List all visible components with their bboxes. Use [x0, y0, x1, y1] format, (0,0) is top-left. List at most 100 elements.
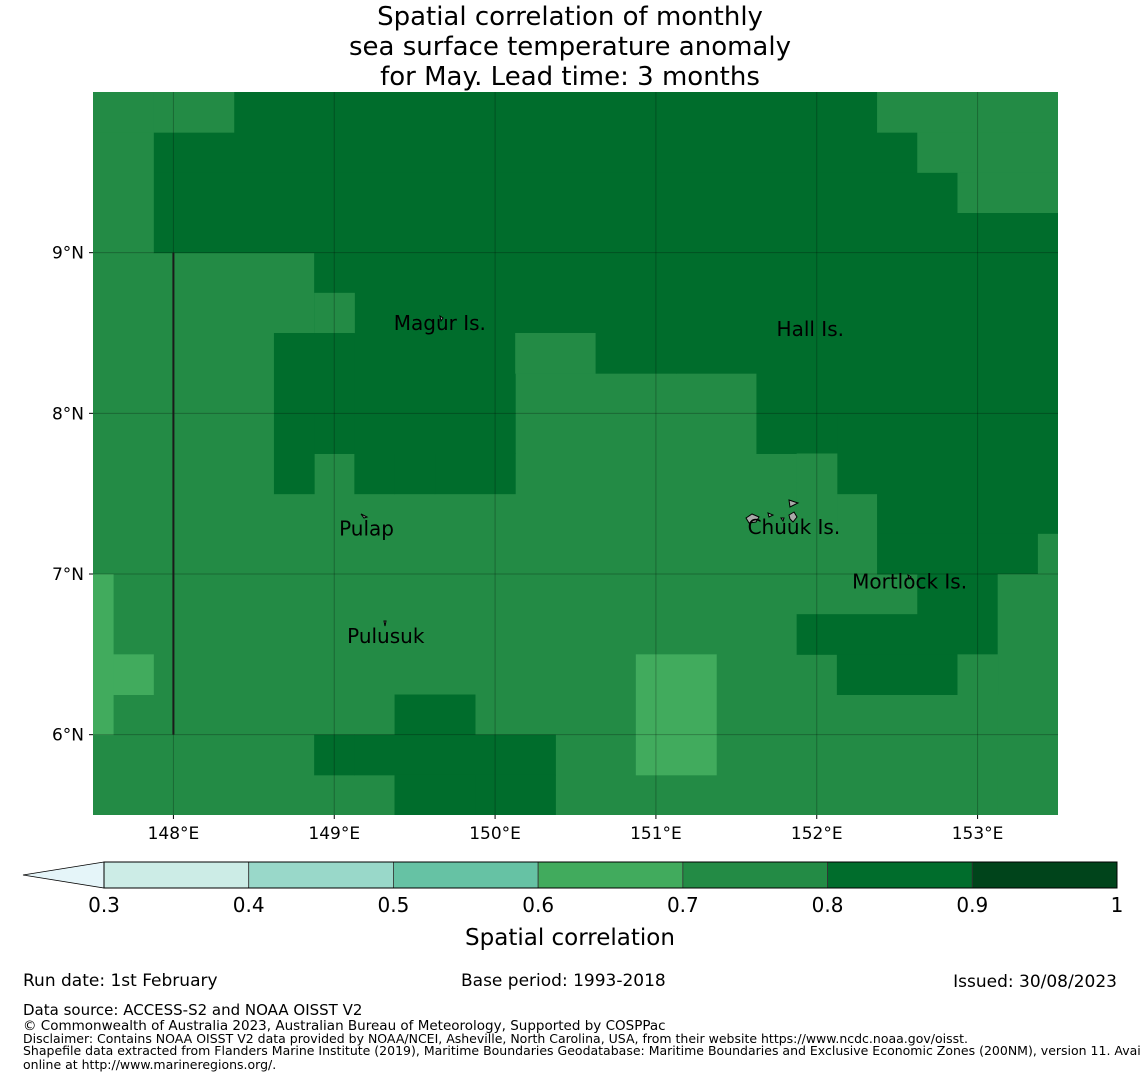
grid-cell-dark	[756, 413, 838, 454]
grid-cell	[997, 694, 1058, 815]
place-label: Hall Is.	[777, 317, 844, 341]
colorbar-label: Spatial correlation	[465, 925, 675, 951]
lat-tick-label: 6°N	[52, 726, 84, 746]
colorbar-tick-label: 0.9	[956, 893, 988, 917]
grid-cell	[153, 92, 235, 133]
colorbar-segment	[682, 861, 828, 889]
lon-tick-label: 151°E	[630, 824, 682, 844]
colorbar-segment	[103, 861, 250, 889]
grid-cell	[93, 132, 154, 254]
grid-cell-dark	[314, 413, 355, 454]
place-label: Chuuk Is.	[748, 515, 841, 539]
island-outlines	[360, 314, 912, 627]
correlation-grid	[93, 92, 1058, 815]
grid-cell-light	[113, 654, 154, 695]
issued-date: Issued: 30/08/2023	[953, 972, 1117, 992]
lat-tick-label: 8°N	[52, 404, 84, 424]
island-outline	[780, 517, 785, 523]
chart-title: Spatial correlation of monthly sea surfa…	[0, 2, 1140, 92]
grid-cell-dark	[354, 453, 396, 495]
shapefile-credit-2: online at http://www.marineregions.org/.	[23, 1057, 277, 1072]
place-label: Pulusuk	[347, 624, 425, 648]
grid-cell-dark	[796, 614, 999, 655]
grid-cell-dark	[153, 132, 958, 173]
colorbar-segment	[827, 861, 973, 889]
grid-cell-light	[635, 654, 717, 776]
colorbar-segment	[393, 861, 539, 889]
title-line-3: for May. Lead time: 3 months	[380, 62, 760, 92]
island-outline	[788, 511, 798, 523]
colorbar-tick-label: 0.8	[812, 893, 844, 917]
island-outline	[767, 512, 775, 518]
grid-cell-dark	[314, 252, 1058, 334]
run-date: Run date: 1st February	[23, 971, 218, 991]
grid-cell-dark	[354, 413, 516, 454]
grid-cell-dark	[836, 413, 1058, 495]
grid-cell-dark	[836, 654, 958, 695]
colorbar-tick-label: 0.6	[522, 893, 554, 917]
grid-cell-dark	[314, 734, 355, 776]
lon-tick-label: 148°E	[148, 824, 200, 844]
grid-cell	[957, 654, 999, 695]
island-outline	[360, 513, 369, 519]
copyright: © Commonwealth of Australia 2023, Austra…	[23, 1018, 666, 1034]
grid-cell-dark	[273, 333, 355, 414]
grid-cell-dark	[877, 533, 1039, 575]
colorbar-tick-label: 0.3	[88, 893, 120, 917]
grid-cell-dark	[354, 333, 516, 414]
title-line-1: Spatial correlation of monthly	[377, 2, 763, 32]
grid-cell-light	[93, 574, 114, 736]
grid-cell-dark	[394, 774, 476, 815]
grid-cell	[314, 292, 355, 334]
axis-ticks: 9°N 8°N 7°N 6°N 148°E 149°E 150°E 151°E 152°E 153…	[52, 244, 1003, 844]
grid-cell-dark	[394, 453, 436, 495]
grid-cell-dark	[153, 212, 1058, 254]
colorbar-tick-label: 0.5	[378, 893, 410, 917]
lon-tick-label: 150°E	[469, 824, 521, 844]
grid-cell	[877, 92, 1058, 133]
colorbar-tick-label: 1	[1111, 893, 1124, 917]
place-labels: Magur Is. Hall Is. Pulap Chuuk Is. Mortlock …	[339, 311, 967, 648]
lat-tick-label: 9°N	[52, 244, 84, 264]
grid-cell-dark	[153, 172, 999, 213]
grid-cell	[997, 574, 1058, 695]
colorbar-segment	[971, 861, 1118, 889]
shapefile-credit-1: Shapefile data extracted from Flanders M…	[23, 1043, 1140, 1058]
disclaimer: Disclaimer: Contains NOAA OISST V2 data …	[23, 1031, 968, 1046]
lon-tick-label: 152°E	[791, 824, 843, 844]
data-source: Data source: ACCESS-S2 and NOAA OISST V2	[23, 1001, 363, 1019]
grid-cell-dark	[273, 413, 315, 495]
lon-tick-label: 149°E	[308, 824, 360, 844]
grid-cell-dark	[595, 333, 677, 374]
base-period: Base period: 1993-2018	[461, 971, 666, 991]
colorbar: 0.3 0.4 0.5 0.6 0.7 0.8 0.9 1 Spatial correlatio…	[22, 861, 1124, 951]
grid-cell-dark	[877, 493, 1058, 535]
grid-cell-dark	[193, 92, 878, 133]
colorbar-tick-label: 0.4	[233, 893, 265, 917]
colorbar-segment	[248, 861, 394, 889]
grid-cell-dark	[394, 734, 556, 776]
colorbar-tick-label: 0.7	[667, 893, 699, 917]
grid-cell-dark	[434, 453, 516, 495]
grid-cell-dark	[756, 373, 1058, 414]
title-line-2: sea surface temperature anomaly	[349, 32, 791, 62]
island-outline	[745, 513, 760, 524]
grid-cell	[515, 333, 597, 374]
place-label: Mortlock Is.	[852, 569, 967, 593]
colorbar-segment	[537, 861, 684, 889]
grid-cell	[796, 453, 838, 535]
grid-cell-dark	[394, 694, 476, 736]
colorbar-frame	[103, 861, 1118, 889]
lon-tick-label: 153°E	[952, 824, 1004, 844]
grid-cell-dark	[354, 734, 396, 776]
island-outline	[439, 314, 444, 323]
island-outline	[383, 620, 387, 627]
grid-cell-dark	[676, 333, 1058, 374]
place-label: Magur Is.	[394, 311, 486, 335]
island-outline	[788, 499, 800, 508]
grid-cell	[957, 172, 1058, 213]
lat-tick-label: 7°N	[52, 565, 84, 585]
place-label: Pulap	[339, 516, 394, 540]
grid-cell	[1037, 533, 1058, 575]
